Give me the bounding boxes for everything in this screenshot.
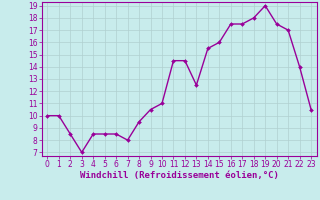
X-axis label: Windchill (Refroidissement éolien,°C): Windchill (Refroidissement éolien,°C)	[80, 171, 279, 180]
